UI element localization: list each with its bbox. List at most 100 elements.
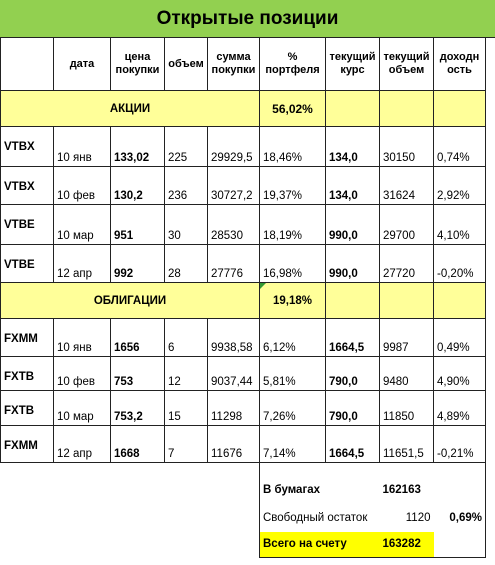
pct-cell: 19,37%	[259, 166, 326, 205]
cur-vol-cell: 9987	[379, 318, 434, 357]
volume-cell: 225	[164, 126, 208, 167]
table-row: FXTB 10 фев 753 12 9037,44 5,81% 790,0 9…	[0, 356, 486, 391]
bonds-section-row: ОБЛИГАЦИИ 19,18%	[0, 282, 486, 319]
yield-cell: -0,21%	[433, 425, 486, 463]
in-securities-label: В бумагах	[259, 475, 380, 504]
price-cell: 1656	[110, 318, 165, 357]
bonds-section-pct: 19,18%	[259, 282, 326, 319]
date-cell: 12 апр	[53, 244, 111, 283]
header-volume: объем	[164, 37, 208, 91]
volume-cell: 12	[164, 356, 208, 391]
price-cell: 130,2	[110, 166, 165, 205]
price-cell: 992	[110, 244, 165, 283]
volume-cell: 7	[164, 425, 208, 463]
spacer-row	[1, 462, 486, 476]
ticker-cell: FXMM	[0, 318, 54, 357]
free-balance-label: Свободный остаток	[259, 503, 380, 532]
cur-vol-cell: 29700	[379, 204, 434, 245]
sum-cell: 29929,5	[207, 126, 260, 167]
date-cell: 10 мар	[53, 204, 111, 245]
rate-cell: 990,0	[325, 244, 380, 283]
stocks-section-label: АКЦИИ	[0, 90, 260, 127]
section-empty	[379, 282, 434, 319]
header-yield: доходн ость	[433, 37, 486, 91]
section-empty	[379, 90, 434, 127]
pct-cell: 18,46%	[259, 126, 326, 167]
ticker-cell: VTBE	[0, 244, 54, 283]
sum-cell: 30727,2	[207, 166, 260, 205]
header-date: дата	[53, 37, 111, 91]
section-empty	[433, 90, 486, 127]
date-cell: 12 апр	[53, 425, 111, 463]
sum-cell: 28530	[207, 204, 260, 245]
table-row: VTBE 10 мар 951 30 28530 18,19% 990,0 29…	[0, 204, 486, 245]
yield-cell: 4,10%	[433, 204, 486, 245]
total-value: 163282	[379, 531, 434, 558]
sum-cell: 27776	[207, 244, 260, 283]
rate-cell: 134,0	[325, 126, 380, 167]
sheet-title: Открытые позиции	[0, 0, 495, 38]
pct-cell: 18,19%	[259, 204, 326, 245]
cur-vol-cell: 11850	[379, 390, 434, 426]
sum-cell: 11676	[207, 425, 260, 463]
price-cell: 951	[110, 204, 165, 245]
summary-row-total: Всего на счету 163282	[1, 531, 486, 558]
header-ticker	[0, 37, 54, 91]
ticker-cell: FXTB	[0, 356, 54, 391]
in-securities-value: 162163	[382, 483, 421, 496]
rate-cell: 990,0	[325, 204, 380, 245]
ticker-cell: VTBX	[0, 126, 54, 167]
summary-row-securities: В бумагах 162163	[1, 475, 486, 504]
yield-cell: 4,90%	[433, 356, 486, 391]
header-row: дата цена покупки объем сумма покупки % …	[0, 37, 486, 91]
rate-cell: 1664,5	[325, 318, 380, 357]
total-label: Всего на счету	[259, 531, 380, 558]
price-cell: 753	[110, 356, 165, 391]
yield-cell: 0,74%	[433, 126, 486, 167]
ticker-cell: VTBE	[0, 204, 54, 245]
rate-cell: 1664,5	[325, 425, 380, 463]
header-sum: сумма покупки	[207, 37, 260, 91]
date-cell: 10 фев	[53, 166, 111, 205]
table-row: VTBX 10 янв 133,02 225 29929,5 18,46% 13…	[0, 126, 486, 167]
ticker-cell: VTBX	[0, 166, 54, 205]
bonds-section-label: ОБЛИГАЦИИ	[0, 282, 260, 319]
table-row: VTBE 12 апр 992 28 27776 16,98% 990,0 27…	[0, 244, 486, 283]
rate-cell: 790,0	[325, 390, 380, 426]
volume-cell: 6	[164, 318, 208, 357]
header-cur-vol: текущий объем	[379, 37, 434, 91]
yield-cell: -0,20%	[433, 244, 486, 283]
date-cell: 10 фев	[53, 356, 111, 391]
cur-vol-cell: 27720	[379, 244, 434, 283]
ticker-cell: FXMM	[0, 425, 54, 463]
positions-table: дата цена покупки объем сумма покупки % …	[0, 37, 486, 558]
cur-vol-cell: 31624	[379, 166, 434, 205]
cur-vol-cell: 11651,5	[379, 425, 434, 463]
table-row: FXMM 12 апр 1668 7 11676 7,14% 1664,5 11…	[0, 425, 486, 463]
date-cell: 10 янв	[53, 126, 111, 167]
pct-cell: 7,26%	[259, 390, 326, 426]
volume-cell: 15	[164, 390, 208, 426]
header-price: цена покупки	[110, 37, 165, 91]
pct-cell: 7,14%	[259, 425, 326, 463]
date-cell: 10 мар	[53, 390, 111, 426]
volume-cell: 236	[164, 166, 208, 205]
price-cell: 133,02	[110, 126, 165, 167]
table-row: FXMM 10 янв 1656 6 9938,58 6,12% 1664,5 …	[0, 318, 486, 357]
sum-cell: 9037,44	[207, 356, 260, 391]
section-empty	[325, 282, 380, 319]
yield-cell: 4,89%	[433, 390, 486, 426]
stocks-section-row: АКЦИИ 56,02%	[0, 90, 486, 127]
pct-cell: 16,98%	[259, 244, 326, 283]
rate-cell: 790,0	[325, 356, 380, 391]
rate-cell: 134,0	[325, 166, 380, 205]
summary-row-free: Свободный остаток 1120 0,69%	[1, 503, 486, 532]
volume-cell: 28	[164, 244, 208, 283]
cur-vol-cell: 30150	[379, 126, 434, 167]
stocks-section-pct: 56,02%	[259, 90, 326, 127]
pct-cell: 5,81%	[259, 356, 326, 391]
table-row: VTBX 10 фев 130,2 236 30727,2 19,37% 134…	[0, 166, 486, 205]
price-cell: 753,2	[110, 390, 165, 426]
pct-cell: 6,12%	[259, 318, 326, 357]
